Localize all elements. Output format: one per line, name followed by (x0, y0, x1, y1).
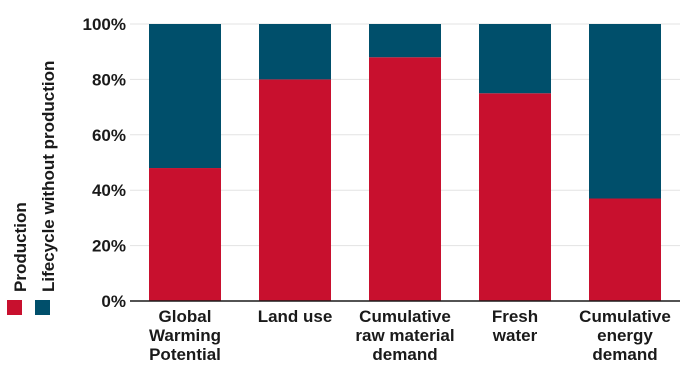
y-axis: 0% 20% 40% 60% 80% 100% (83, 15, 126, 311)
x-tick-label-line: Land use (258, 307, 333, 326)
bar-segment-lifecycle (149, 24, 221, 169)
x-tick-label-line: energy (597, 326, 653, 345)
y-tick-label: 100% (83, 15, 126, 34)
bar-segment-production (589, 198, 661, 301)
x-tick-label-line: demand (372, 345, 437, 364)
x-tick-label: Land use (258, 307, 333, 326)
y-tick-label: 40% (92, 181, 126, 200)
x-tick-label-line: water (492, 326, 538, 345)
legend-label: Lifecycle without production (39, 61, 58, 292)
x-tick-label-line: Cumulative (359, 307, 451, 326)
x-axis: Global Warming Potential Land use Cumulative… (130, 300, 680, 364)
x-tick-label-line: Warming (149, 326, 221, 345)
y-tick-label: 80% (92, 70, 126, 89)
x-tick-label-line: demand (592, 345, 657, 364)
bar-segment-lifecycle (479, 24, 551, 94)
bar-segment-lifecycle (589, 24, 661, 199)
legend: Production Lifecycle without production (7, 61, 58, 315)
bars (149, 24, 661, 302)
y-tick-label: 60% (92, 126, 126, 145)
x-tick-label-line: Fresh (492, 307, 538, 326)
x-tick-label-line: Cumulative (579, 307, 671, 326)
bar-segment-production (149, 168, 221, 301)
x-tick-label: Cumulative energy demand (579, 307, 671, 364)
bar-segment-lifecycle (259, 24, 331, 80)
legend-swatch (35, 300, 50, 315)
legend-label: Production (11, 202, 30, 292)
x-tick-label: Fresh water (492, 307, 538, 345)
y-tick-label: 0% (101, 292, 126, 311)
x-tick-label: Cumulative raw material demand (355, 307, 454, 364)
bar-segment-production (369, 57, 441, 301)
bar-segment-lifecycle (369, 24, 441, 58)
x-tick-label-line: Global (159, 307, 212, 326)
x-tick-label-line: Potential (149, 345, 221, 364)
y-tick-label: 20% (92, 237, 126, 256)
legend-swatch (7, 300, 22, 315)
x-tick-label: Global Warming Potential (149, 307, 221, 364)
bar-segment-production (259, 79, 331, 302)
bar-segment-production (479, 93, 551, 301)
x-tick-label-line: raw material (355, 326, 454, 345)
